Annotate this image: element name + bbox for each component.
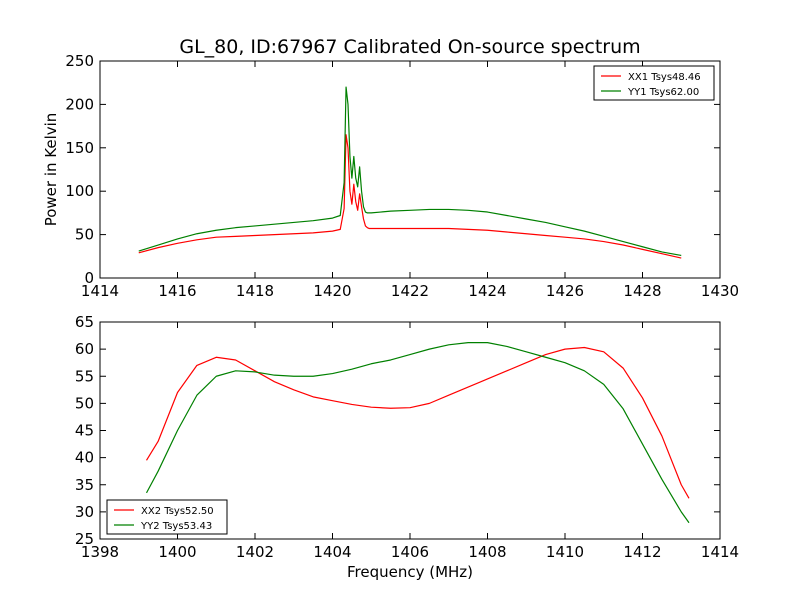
x-tick-label: 1430 [701,282,739,300]
y-tick-label: 40 [75,449,94,467]
y-tick-label: 30 [75,503,94,521]
x-tick-label: 1426 [546,282,584,300]
x-tick-label: 1406 [391,543,429,561]
x-tick-label: 1424 [468,282,506,300]
bottom-spectrum-plot: 1398 1400 1402 1404 1406 1408 1410 1412 1414 25 30… [75,313,739,581]
chart-title: GL_80, ID:67967 Calibrated On-source spe… [179,36,640,58]
top-spectrum-plot: 1414 1416 1418 1420 1422 1424 1426 1428 1430 0 50 1… [42,52,739,300]
legend-entry-label: XX2 Tsys52.50 [141,506,214,517]
y-tick-label: 0 [84,269,94,287]
legend: XX1 Tsys48.46 YY1 Tsys62.00 [593,65,715,101]
legend: XX2 Tsys52.50 YY2 Tsys53.43 [106,499,228,535]
y-tick-label: 45 [75,422,94,440]
x-tick-label: 1410 [546,543,584,561]
x-tick-label: 1398 [81,543,119,561]
y-tick-label: 200 [65,95,94,113]
x-tick-label: 1420 [313,282,351,300]
x-tick-label: 1412 [623,543,661,561]
y-tick-label: 250 [65,52,94,70]
legend-entry-label: YY1 Tsys62.00 [627,87,699,98]
y-tick-label: 50 [75,394,94,412]
series-line-yy [138,86,682,257]
x-tick-label: 1404 [313,543,351,561]
y-axis-label: Power in Kelvin [42,113,60,227]
x-tick-label: 1414 [701,543,739,561]
legend-entry-label: XX1 Tsys48.46 [628,72,701,83]
x-tick-label: 1400 [158,543,196,561]
x-tick-label: 1408 [468,543,506,561]
x-tick-label: 1422 [391,282,429,300]
y-tick-label: 65 [75,313,94,331]
x-tick-label: 1402 [236,543,274,561]
legend-box [106,499,228,535]
x-tick-label: 1414 [81,282,119,300]
series-line-yy [145,342,690,524]
x-tick-label: 1416 [158,282,196,300]
y-tick-label: 55 [75,367,94,385]
y-tick-label: 60 [75,340,94,358]
x-tick-label: 1428 [623,282,661,300]
y-tick-label: 25 [75,530,94,548]
x-tick-label: 1418 [236,282,274,300]
y-tick-label: 150 [65,139,94,157]
series-line-xx [138,134,682,259]
legend-box [593,65,715,101]
y-tick-label: 50 [75,226,94,244]
series-line-xx [145,346,690,499]
x-axis-label: Frequency (MHz) [347,563,473,581]
legend-entry-label: YY2 Tsys53.43 [140,521,212,532]
y-tick-label: 100 [65,182,94,200]
y-tick-label: 35 [75,476,94,494]
